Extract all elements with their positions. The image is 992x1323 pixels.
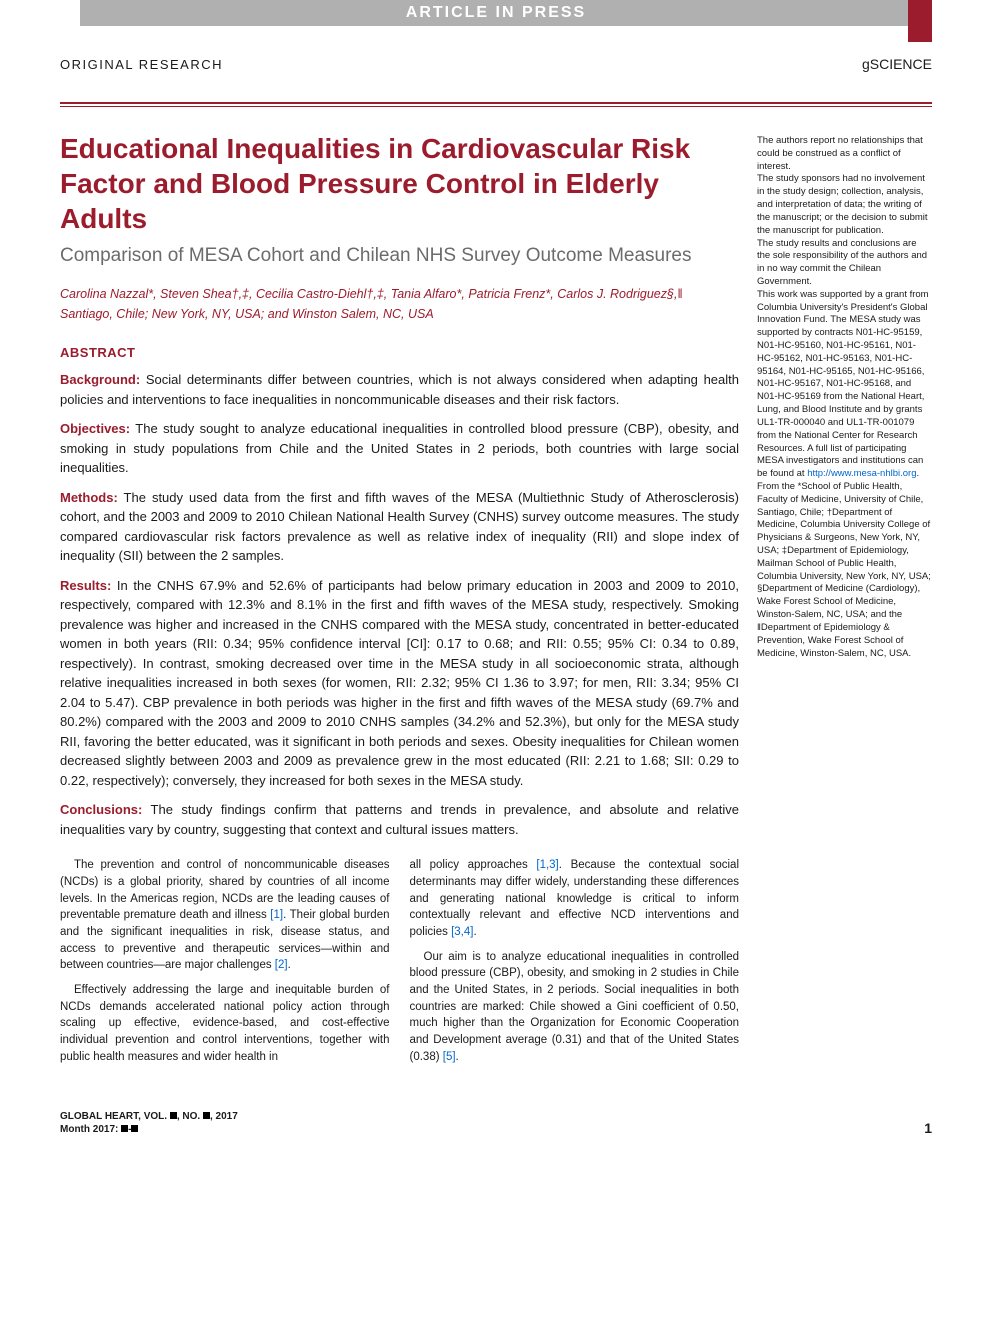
sidebar-funding-a: This work was supported by a grant from … <box>757 289 929 479</box>
footer-month-text: Month 2017: <box>60 1124 121 1135</box>
placeholder-block-icon <box>131 1125 138 1132</box>
footer-no-text: , NO. <box>177 1111 203 1122</box>
page-header: ORIGINAL RESEARCH gSCIENCE <box>60 56 932 72</box>
sidebar-affiliations: From the *School of Public Health, Facul… <box>757 481 931 659</box>
article-column: Educational Inequalities in Cardiovascul… <box>60 131 739 1074</box>
abstract-results: Results: In the CNHS 67.9% and 52.6% of … <box>60 576 739 791</box>
body-column-right: all policy approaches [1,3]. Because the… <box>410 857 740 1073</box>
body-paragraph: The prevention and control of noncommuni… <box>60 857 390 974</box>
citation-link[interactable]: [1] <box>270 909 283 921</box>
sidebar-coi: The authors report no relationships that… <box>757 135 923 172</box>
affiliations-line: Santiago, Chile; New York, NY, USA; and … <box>60 307 739 321</box>
citation-link[interactable]: [2] <box>275 959 288 971</box>
sidebar-notes: The authors report no relationships that… <box>757 131 932 1074</box>
article-title: Educational Inequalities in Cardiovascul… <box>60 131 739 236</box>
page-footer: GLOBAL HEART, VOL. , NO. , 2017 Month 20… <box>60 1110 932 1136</box>
placeholder-block-icon <box>203 1112 210 1119</box>
body-two-column: The prevention and control of noncommuni… <box>60 857 739 1073</box>
abstract-background: Background: Social determinants differ b… <box>60 370 739 409</box>
abstract-background-label: Background: <box>60 372 140 387</box>
citation-link[interactable]: [3,4] <box>451 926 473 938</box>
sidebar-sponsor: The study sponsors had no involvement in… <box>757 173 928 235</box>
body-column-left: The prevention and control of noncommuni… <box>60 857 390 1073</box>
abstract-methods-label: Methods: <box>60 490 118 505</box>
footer-year-text: , 2017 <box>210 1111 238 1122</box>
abstract-conclusions: Conclusions: The study findings confirm … <box>60 800 739 839</box>
body-paragraph: Our aim is to analyze educational inequa… <box>410 949 740 1066</box>
abstract-results-text: In the CNHS 67.9% and 52.6% of participa… <box>60 578 739 788</box>
mesa-link[interactable]: http://www.mesa-nhlbi.org <box>807 468 916 479</box>
title-rule-thick <box>60 102 932 104</box>
title-rule-thin <box>60 106 932 107</box>
brand-accent-bar <box>908 0 932 42</box>
abstract-background-text: Social determinants differ between count… <box>60 372 739 407</box>
section-label: ORIGINAL RESEARCH <box>60 57 223 72</box>
citation-link[interactable]: [5] <box>443 1051 456 1063</box>
authors-line: Carolina Nazzal*, Steven Shea†,‡, Cecili… <box>60 285 739 304</box>
article-in-press-banner: ARTICLE IN PRESS <box>80 0 912 26</box>
body-paragraph: Effectively addressing the large and ine… <box>60 982 390 1065</box>
footer-citation: GLOBAL HEART, VOL. , NO. , 2017 Month 20… <box>60 1110 238 1136</box>
sidebar-responsibility: The study results and conclusions are th… <box>757 238 927 287</box>
abstract-objectives-label: Objectives: <box>60 421 130 436</box>
page-number: 1 <box>924 1120 932 1136</box>
abstract-results-label: Results: <box>60 578 111 593</box>
abstract-methods-text: The study used data from the first and f… <box>60 490 739 564</box>
body-paragraph: all policy approaches [1,3]. Because the… <box>410 857 740 940</box>
main-content: Educational Inequalities in Cardiovascul… <box>60 131 932 1074</box>
abstract-methods: Methods: The study used data from the fi… <box>60 488 739 566</box>
abstract-conclusions-text: The study findings confirm that patterns… <box>60 802 739 837</box>
article-subtitle: Comparison of MESA Cohort and Chilean NH… <box>60 244 739 269</box>
footer-vol-text: GLOBAL HEART, VOL. <box>60 1111 170 1122</box>
citation-link[interactable]: [1,3] <box>536 859 558 871</box>
placeholder-block-icon <box>170 1112 177 1119</box>
abstract-conclusions-label: Conclusions: <box>60 802 142 817</box>
sidebar-funding-b: . <box>916 468 919 479</box>
journal-section: gSCIENCE <box>862 56 932 72</box>
abstract-heading: ABSTRACT <box>60 345 739 360</box>
abstract-objectives-text: The study sought to analyze educational … <box>60 421 739 475</box>
abstract-objectives: Objectives: The study sought to analyze … <box>60 419 739 478</box>
